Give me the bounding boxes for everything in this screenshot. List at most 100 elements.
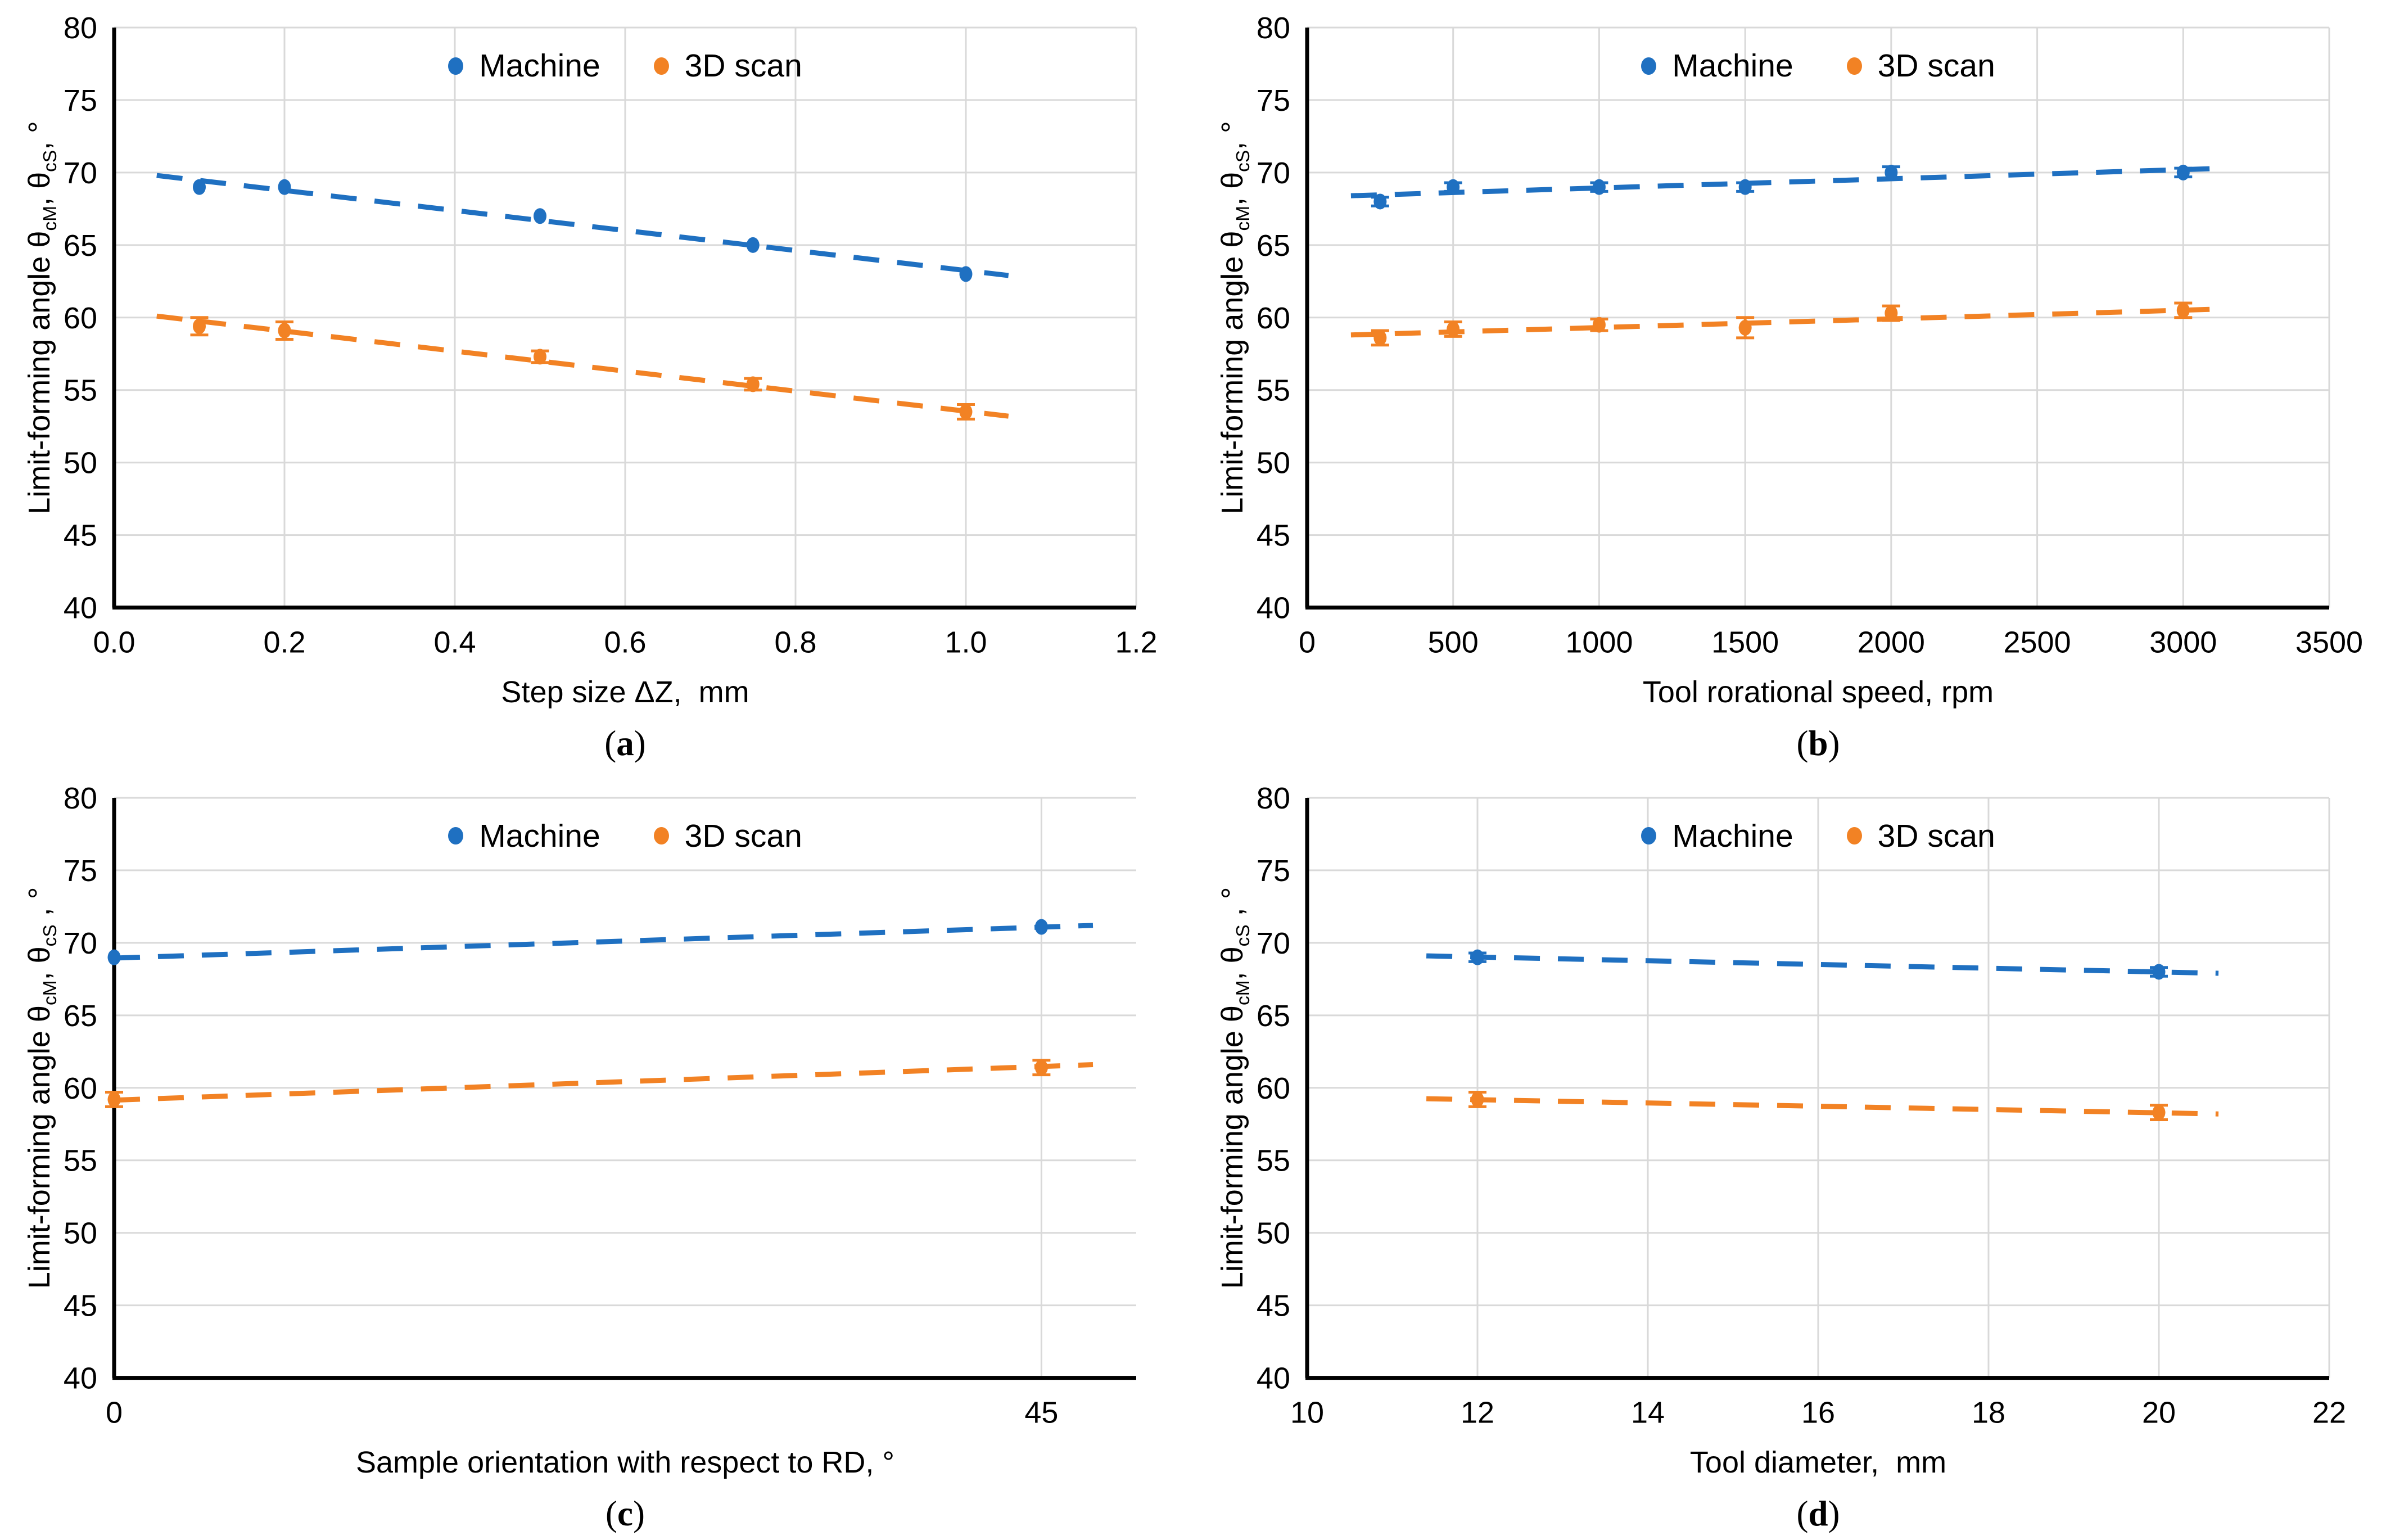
legend-item-machine: Machine (1641, 818, 1793, 855)
y-axis-title: Limit-forming angle θcM, θcS , ° (22, 887, 61, 1289)
x-tick-label: 16 (1801, 1396, 1835, 1429)
x-tick-label: 3000 (2149, 626, 2217, 660)
x-tick-label: 1.0 (945, 626, 987, 660)
data-point (959, 404, 973, 420)
y-tick-label: 50 (64, 1216, 97, 1250)
data-point (2152, 963, 2166, 979)
x-tick-label: 12 (1461, 1396, 1494, 1429)
legend-label-machine: Machine (1672, 818, 1793, 854)
y-tick-label: 45 (64, 1289, 97, 1322)
data-point (1885, 305, 1898, 322)
legend-item-3d-scan: 3D scan (653, 818, 802, 855)
panel-c: 40 45 50 55 60 65 70 75 80 0 45 Limit-forming angl… (0, 770, 1193, 1540)
data-point (746, 237, 760, 253)
data-point (1034, 1059, 1048, 1076)
x-tick-label: 22 (2312, 1396, 2346, 1429)
y-tick-label: 70 (64, 156, 97, 190)
data-point (1738, 319, 1752, 336)
x-tick-label: 3500 (2295, 626, 2363, 660)
legend-label-machine: Machine (479, 818, 600, 854)
panel-letter: (d) (1796, 1493, 1840, 1533)
y-tick-label: 70 (64, 926, 97, 960)
legend-label-3d-scan: 3D scan (684, 48, 802, 84)
data-point (1592, 317, 1606, 333)
data-point (1592, 179, 1606, 195)
legend-item-3d-scan: 3D scan (1846, 47, 1995, 84)
y-tick-label: 40 (1257, 591, 1290, 625)
chart-svg-d: 40 45 50 55 60 65 70 75 80 10 12 14 16 18 20 22 (1257, 781, 2346, 1429)
chart-svg-c: 40 45 50 55 60 65 70 75 80 0 45 (64, 781, 1136, 1429)
legend: Machine 3D scan (114, 818, 1136, 855)
y-tick-label: 70 (1257, 926, 1290, 960)
y-tick-label: 60 (1257, 1071, 1290, 1105)
legend: Machine 3D scan (1307, 47, 2329, 84)
panel-a: 40 45 50 55 60 65 70 75 80 0.0 0.2 0.4 0.6 0.8 1.0 1.2 … (0, 0, 1193, 770)
legend-label-machine: Machine (479, 48, 600, 84)
data-point (534, 208, 546, 224)
legend-item-machine: Machine (448, 47, 600, 84)
y-tick-label: 40 (1257, 1361, 1290, 1395)
y-tick-label: 80 (1257, 781, 1290, 815)
x-axis-title: Step size ΔZ, mm (501, 675, 749, 709)
machine-marker-icon (448, 827, 464, 844)
y-axis-title: Limit-forming angle θcM, θcS, ° (1215, 121, 1254, 514)
data-point (107, 1091, 121, 1107)
x-tick-label: 1.2 (1115, 626, 1157, 660)
panel-letter: (c) (605, 1493, 645, 1533)
trendline (156, 173, 1009, 278)
y-tick-label: 60 (1257, 301, 1290, 335)
y-tick-label: 65 (64, 229, 97, 263)
data-point (959, 266, 973, 282)
x-tick-label: 0 (106, 1396, 123, 1429)
data-point (746, 376, 760, 392)
y-tick-label: 45 (1257, 519, 1290, 553)
x-tick-label: 0.2 (263, 626, 305, 660)
data-point (1447, 321, 1460, 337)
data-point (1373, 329, 1387, 346)
legend-label-machine: Machine (1672, 48, 1793, 84)
panel-letter: (b) (1796, 724, 1840, 763)
legend-item-machine: Machine (448, 818, 600, 855)
x-tick-label: 14 (1631, 1396, 1665, 1429)
trendline (1426, 1096, 2219, 1117)
data-point (1471, 949, 1484, 965)
legend-item-3d-scan: 3D scan (653, 47, 802, 84)
y-tick-label: 40 (64, 591, 97, 625)
data-point (2152, 1104, 2166, 1121)
legend-item-3d-scan: 3D scan (1846, 818, 1995, 855)
chart-svg-b: 40 45 50 55 60 65 70 75 80 0 500 1000 1500 2000 2500 30… (1257, 11, 2363, 660)
panel-b: 40 45 50 55 60 65 70 75 80 0 500 1000 1500 2000 2500 30… (1193, 0, 2386, 770)
legend: Machine 3D scan (1307, 818, 2329, 855)
y-tick-label: 75 (64, 853, 97, 887)
y-tick-label: 45 (1257, 1289, 1290, 1322)
x-tick-label: 2500 (2004, 626, 2071, 660)
data-point (1034, 919, 1048, 935)
y-tick-label: 50 (1257, 446, 1290, 480)
y-tick-label: 80 (64, 781, 97, 815)
panel-d: 40 45 50 55 60 65 70 75 80 10 12 14 16 18 20 22 Limit-f… (1193, 770, 2386, 1540)
y-axis-title: Limit-forming angle θcM, θcS , ° (1215, 887, 1254, 1289)
y-tick-label: 75 (1257, 853, 1290, 887)
trendline (1426, 953, 2219, 976)
y-tick-label: 55 (64, 1144, 97, 1177)
data-point (1447, 179, 1460, 195)
legend-item-machine: Machine (1641, 47, 1793, 84)
x-tick-label: 500 (1428, 626, 1479, 660)
data-point (107, 949, 121, 965)
data-point (2176, 164, 2190, 180)
y-tick-label: 60 (64, 1071, 97, 1105)
y-tick-label: 60 (64, 301, 97, 335)
y-tick-label: 50 (64, 446, 97, 480)
y-tick-label: 70 (1257, 156, 1290, 190)
3d-scan-marker-icon (653, 57, 669, 75)
data-point (1885, 164, 1898, 180)
x-tick-label: 18 (1972, 1396, 2005, 1429)
y-axis-title: Limit-forming angle θcM, θcS, ° (22, 121, 61, 514)
y-tick-label: 45 (64, 519, 97, 553)
machine-marker-icon (1641, 827, 1657, 844)
3d-scan-marker-icon (1846, 827, 1862, 844)
data-point (534, 349, 546, 365)
x-axis-title: Tool diameter, mm (1689, 1445, 1947, 1479)
y-tick-label: 65 (1257, 999, 1290, 1032)
